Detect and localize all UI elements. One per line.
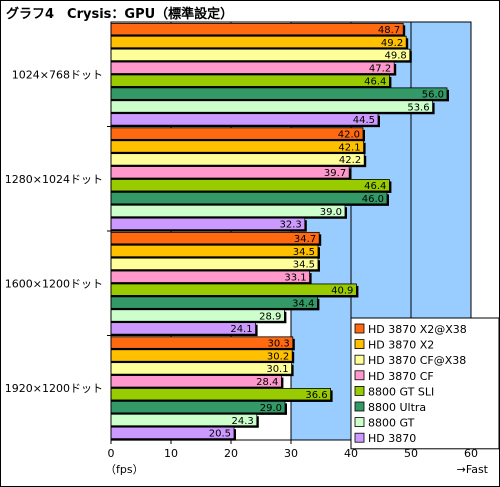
data-label: 47.2 (369, 64, 391, 75)
data-label: 39.7 (324, 168, 346, 179)
bar (110, 74, 390, 87)
bar (110, 191, 388, 205)
x-tick-label: 30 (284, 447, 298, 460)
bar (110, 153, 365, 166)
bar (110, 231, 320, 245)
data-label: 34.5 (293, 247, 315, 258)
data-label: 33.1 (284, 273, 306, 284)
legend-swatch (354, 432, 365, 443)
bar (110, 22, 404, 36)
data-label: 49.8 (385, 51, 407, 62)
legend-entry: HD 3870 (368, 432, 416, 445)
data-label: 39.0 (320, 207, 342, 218)
legend-entry: 8800 GT SLI (368, 385, 434, 398)
data-label: 48.7 (378, 25, 400, 36)
bar (110, 283, 357, 296)
x-tick-label: 0 (108, 447, 115, 460)
legend-box (350, 317, 500, 450)
data-label: 53.6 (407, 102, 429, 113)
bar (110, 362, 293, 375)
bar (110, 113, 379, 126)
category-label: 1600×1200ドット (5, 277, 103, 290)
data-label: 28.9 (259, 311, 281, 322)
legend-entry: 8800 Ultra (368, 401, 426, 414)
bar (110, 388, 332, 401)
x-axis-direction-label: →Fast (457, 463, 489, 476)
bar (110, 48, 411, 62)
bar (110, 217, 306, 231)
data-label: 42.2 (339, 155, 361, 166)
chart-title: グラフ4 Crysis：GPU（標準設定） (6, 7, 234, 22)
data-label: 20.5 (209, 429, 231, 440)
bar (110, 87, 448, 100)
bar (110, 127, 364, 140)
category-label: 1920×1200ドット (5, 382, 103, 395)
data-label: 46.0 (362, 194, 384, 205)
x-tick-label: 60 (464, 447, 478, 460)
x-axis-label: （fps） (105, 463, 144, 476)
data-label: 46.4 (364, 76, 386, 87)
legend-swatch (354, 385, 365, 396)
bar (110, 336, 294, 349)
data-label: 40.9 (331, 285, 353, 296)
category-label: 1280×1024ドット (5, 173, 103, 186)
legend-swatch (354, 339, 365, 350)
data-label: 56.0 (422, 89, 444, 100)
legend-swatch (354, 323, 365, 334)
data-label: 24.3 (232, 416, 254, 427)
legend-swatch (354, 401, 365, 412)
data-label: 24.1 (230, 324, 252, 335)
legend-entry: 8800 GT (368, 417, 415, 430)
legend-swatch (354, 354, 365, 365)
legend-entry: HD 3870 X2@X38 (368, 323, 467, 336)
bar (110, 244, 319, 258)
data-label: 46.4 (364, 181, 386, 192)
x-tick-label: 20 (224, 447, 238, 460)
data-label: 34.5 (293, 260, 315, 271)
x-tick-label: 50 (404, 447, 418, 460)
bar (110, 166, 350, 179)
data-label: 42.1 (338, 142, 360, 153)
legend-entry: HD 3870 X2 (368, 339, 434, 352)
bar (110, 257, 319, 271)
legend-entry: HD 3870 CF@X38 (368, 354, 466, 367)
bar (110, 179, 390, 192)
data-label: 42.0 (338, 129, 360, 140)
data-label: 34.4 (292, 298, 314, 309)
bar (110, 270, 311, 283)
data-label: 28.4 (256, 377, 278, 388)
legend-swatch (354, 417, 365, 428)
bar (110, 140, 365, 153)
data-label: 32.3 (280, 220, 302, 231)
data-label: 30.2 (267, 351, 289, 362)
category-label: 1024×768ドット (12, 68, 103, 81)
x-tick-label: 40 (344, 447, 358, 460)
data-label: 30.1 (266, 364, 288, 375)
bar (110, 61, 395, 74)
bar (110, 296, 318, 309)
x-tick-label: 10 (164, 447, 178, 460)
data-label: 29.0 (260, 403, 282, 414)
legend-entry: HD 3870 CF (368, 370, 434, 383)
bar (110, 204, 346, 218)
data-label: 30.3 (268, 338, 290, 349)
data-label: 34.7 (294, 234, 316, 245)
bar (110, 100, 434, 113)
legend-swatch (354, 370, 365, 381)
data-label: 44.5 (353, 115, 375, 126)
bar (110, 35, 407, 49)
data-label: 49.2 (381, 38, 403, 49)
data-label: 36.6 (305, 390, 327, 401)
bar (110, 349, 293, 362)
